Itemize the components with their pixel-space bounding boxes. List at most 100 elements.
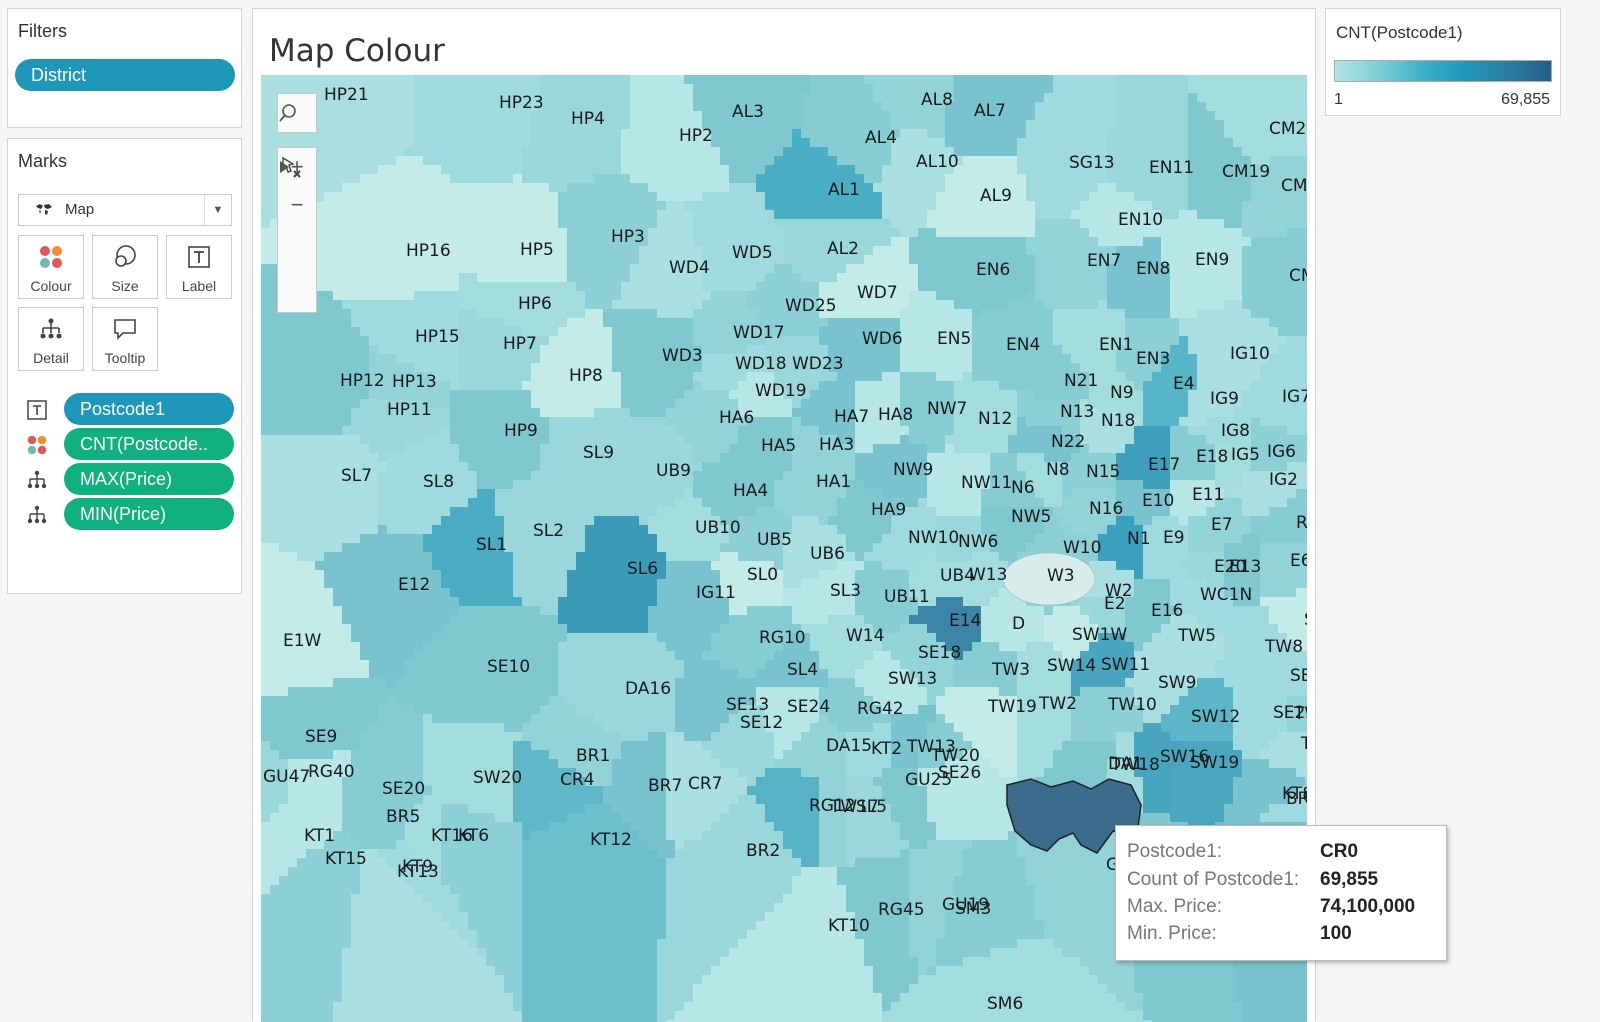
district-region <box>1188 210 1198 220</box>
district-region <box>756 138 766 148</box>
district-region <box>711 327 721 337</box>
district-region <box>1251 120 1261 130</box>
district-region <box>954 435 964 445</box>
district-region <box>1143 192 1153 202</box>
district-region <box>576 129 586 139</box>
district-region <box>684 156 694 166</box>
district-region <box>1026 381 1036 391</box>
district-region <box>855 75 865 85</box>
district-region <box>765 192 775 202</box>
district-region <box>1026 309 1036 319</box>
district-region <box>1296 255 1306 265</box>
district-region <box>387 282 397 292</box>
district-region <box>963 273 973 283</box>
district-region <box>909 264 919 274</box>
district-region <box>1188 354 1198 364</box>
district-region <box>1278 102 1288 112</box>
district-region <box>1143 399 1153 409</box>
district-region <box>1125 318 1135 328</box>
district-region <box>1296 228 1306 238</box>
district-region <box>1188 282 1198 292</box>
district-region <box>1206 309 1216 319</box>
district-region <box>927 354 937 364</box>
district-region <box>1260 381 1270 391</box>
shelf-pill[interactable]: Postcode1 <box>64 393 234 425</box>
district-region <box>1224 219 1234 229</box>
label-button[interactable]: Label <box>166 235 232 299</box>
district-region <box>630 363 640 373</box>
district-region <box>621 264 631 274</box>
district-region <box>783 111 793 121</box>
size-button[interactable]: Size <box>92 235 158 299</box>
district-region <box>945 174 955 184</box>
district-region <box>864 201 874 211</box>
district-region <box>792 264 802 274</box>
district-region <box>612 345 622 355</box>
district-region <box>729 444 739 454</box>
district-region <box>603 363 613 373</box>
district-region <box>1296 201 1306 211</box>
detail-icon <box>26 504 48 526</box>
district-region <box>558 417 568 427</box>
district-region <box>1269 264 1279 274</box>
district-region <box>585 246 595 256</box>
shelf-pill[interactable]: MIN(Price) <box>64 498 234 530</box>
district-region <box>819 327 829 337</box>
district-region <box>333 273 343 283</box>
district-region <box>477 237 487 247</box>
colour-button[interactable]: Colour <box>18 235 84 299</box>
district-region <box>495 210 505 220</box>
district-region <box>459 183 469 193</box>
district-region <box>585 273 595 283</box>
district-region <box>1062 237 1072 247</box>
district-region <box>990 210 1000 220</box>
district-region <box>1035 264 1045 274</box>
detail-button[interactable]: Detail <box>18 307 84 371</box>
district-region <box>369 408 379 418</box>
district-region <box>441 183 451 193</box>
district-region <box>360 120 370 130</box>
district-region <box>756 75 766 85</box>
district-region <box>450 255 460 265</box>
district-region <box>315 345 325 355</box>
district-region <box>765 210 775 220</box>
mark-type-dropdown[interactable]: Map ▼ <box>18 194 232 226</box>
district-region <box>675 336 685 346</box>
district-region <box>1206 363 1216 373</box>
district-region <box>378 255 388 265</box>
district-region <box>801 444 811 454</box>
district-region <box>378 210 388 220</box>
shelf-pill[interactable]: MAX(Price) <box>64 463 234 495</box>
district-region <box>1143 75 1153 85</box>
district-region <box>1305 327 1307 337</box>
district-region <box>549 399 559 409</box>
district-region <box>306 453 316 463</box>
district-region <box>414 300 424 310</box>
district-region <box>666 156 676 166</box>
district-region <box>585 75 595 85</box>
filter-pill-district[interactable]: District <box>15 59 235 91</box>
district-region <box>846 318 856 328</box>
district-region <box>864 183 874 193</box>
district-region <box>459 309 469 319</box>
district-region <box>558 237 568 247</box>
district-region <box>1053 273 1063 283</box>
district-region <box>342 327 352 337</box>
district-region <box>648 228 658 238</box>
district-region <box>1143 309 1153 319</box>
district-region <box>954 426 964 436</box>
district-region <box>324 309 334 319</box>
district-region <box>684 399 694 409</box>
tooltip-button[interactable]: Tooltip <box>92 307 158 371</box>
district-region <box>1179 93 1189 103</box>
district-region <box>801 129 811 139</box>
district-region <box>648 138 658 148</box>
district-region <box>351 309 361 319</box>
district-region <box>1188 111 1198 121</box>
district-region <box>1224 300 1234 310</box>
district-region <box>522 390 532 400</box>
district-region <box>1305 75 1307 85</box>
chevron-down-icon[interactable]: ▼ <box>204 195 231 225</box>
shelf-pill[interactable]: CNT(Postcode.. <box>64 428 234 460</box>
district-region <box>1170 300 1180 310</box>
